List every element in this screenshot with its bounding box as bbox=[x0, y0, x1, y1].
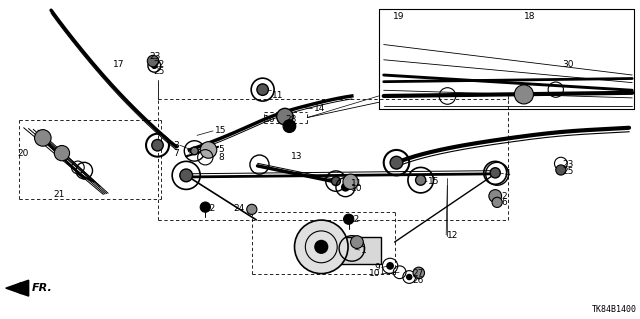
Text: 28: 28 bbox=[285, 115, 296, 124]
Text: 27: 27 bbox=[412, 269, 424, 278]
Text: 4: 4 bbox=[505, 169, 511, 178]
Circle shape bbox=[315, 241, 328, 253]
Text: 22: 22 bbox=[349, 215, 360, 224]
Text: 12: 12 bbox=[447, 231, 459, 240]
Text: 11: 11 bbox=[272, 92, 284, 100]
Text: 23: 23 bbox=[562, 160, 573, 169]
Circle shape bbox=[152, 63, 157, 68]
Text: 6: 6 bbox=[502, 198, 508, 207]
Text: 30: 30 bbox=[562, 60, 573, 69]
Circle shape bbox=[276, 108, 293, 125]
Text: 7: 7 bbox=[173, 149, 179, 158]
Text: 29: 29 bbox=[285, 122, 296, 131]
Text: 26: 26 bbox=[412, 276, 424, 285]
Text: 22: 22 bbox=[153, 60, 164, 69]
Text: 11: 11 bbox=[351, 179, 362, 188]
Circle shape bbox=[200, 142, 217, 158]
Circle shape bbox=[406, 274, 412, 279]
Text: 5: 5 bbox=[218, 145, 224, 154]
Text: 10: 10 bbox=[369, 269, 381, 278]
Circle shape bbox=[351, 236, 364, 249]
Text: 23: 23 bbox=[149, 52, 161, 62]
Circle shape bbox=[200, 202, 211, 212]
Circle shape bbox=[343, 174, 358, 189]
Text: 21: 21 bbox=[54, 190, 65, 199]
Text: 15: 15 bbox=[215, 126, 227, 135]
Text: 24: 24 bbox=[234, 204, 245, 213]
Circle shape bbox=[387, 263, 393, 269]
Circle shape bbox=[191, 147, 198, 155]
Text: 2: 2 bbox=[502, 191, 508, 201]
Circle shape bbox=[54, 145, 70, 161]
Circle shape bbox=[342, 183, 349, 191]
Text: 16: 16 bbox=[264, 115, 275, 124]
Text: 25: 25 bbox=[153, 67, 164, 76]
Circle shape bbox=[390, 156, 403, 169]
Circle shape bbox=[415, 175, 426, 185]
Text: 25: 25 bbox=[562, 167, 573, 176]
Circle shape bbox=[344, 214, 354, 224]
Text: TK84B1400: TK84B1400 bbox=[591, 305, 637, 314]
Circle shape bbox=[180, 169, 193, 182]
Circle shape bbox=[247, 204, 257, 214]
Text: 19: 19 bbox=[393, 12, 404, 21]
Text: 14: 14 bbox=[314, 104, 325, 113]
Text: 20: 20 bbox=[17, 149, 29, 158]
Circle shape bbox=[489, 190, 502, 202]
Circle shape bbox=[283, 120, 296, 132]
Circle shape bbox=[490, 168, 500, 178]
Text: 3: 3 bbox=[173, 141, 179, 150]
Circle shape bbox=[556, 165, 566, 175]
Polygon shape bbox=[6, 280, 29, 296]
Circle shape bbox=[294, 220, 348, 274]
Circle shape bbox=[152, 139, 163, 151]
Circle shape bbox=[492, 197, 502, 207]
Text: 15: 15 bbox=[428, 177, 440, 186]
Text: 1: 1 bbox=[362, 246, 367, 255]
Circle shape bbox=[413, 267, 424, 278]
Text: FR.: FR. bbox=[31, 283, 52, 293]
Text: 17: 17 bbox=[113, 60, 124, 69]
Text: 22: 22 bbox=[204, 204, 215, 213]
Text: 9: 9 bbox=[375, 263, 381, 272]
Bar bbox=[320, 237, 381, 264]
Circle shape bbox=[35, 130, 51, 146]
Circle shape bbox=[332, 177, 340, 186]
Text: 10: 10 bbox=[351, 184, 362, 193]
Circle shape bbox=[257, 84, 268, 95]
Text: 13: 13 bbox=[291, 152, 303, 161]
Circle shape bbox=[515, 85, 534, 104]
Text: 8: 8 bbox=[218, 153, 224, 162]
Circle shape bbox=[147, 55, 159, 67]
Text: 18: 18 bbox=[524, 12, 536, 21]
